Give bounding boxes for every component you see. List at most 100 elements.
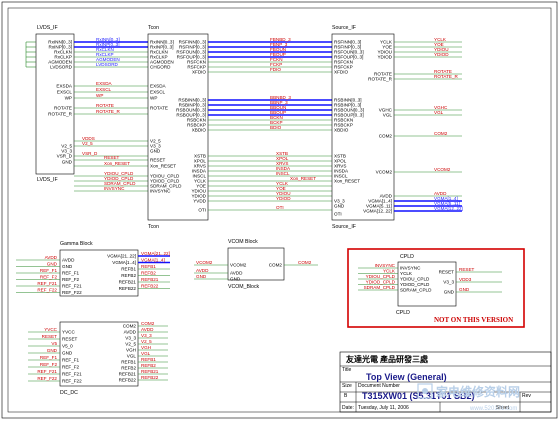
net-label: VGL [141, 351, 151, 356]
net-label: REF_F22 [37, 288, 57, 293]
title-block-sheet-label: Sheet [496, 405, 510, 411]
gamma-left-pins: AVDDAVDDGNDGNDREF_F1REF_F1REF_F2REF_F2RE… [16, 255, 82, 295]
pin-label: GND [62, 160, 73, 165]
pin-label: RSBINP[0..3] [179, 103, 206, 108]
net-label: SDRAM_CPLD [104, 181, 136, 186]
net-label: VGHC [434, 105, 448, 110]
net-label: V2_5 [141, 339, 152, 344]
pin-label: RSFCKN [187, 60, 206, 65]
pin-label: REFB22 [119, 378, 137, 383]
pin-label: YCLK [400, 271, 413, 276]
pin-label: XPOL [194, 159, 207, 164]
pin-label: RSFOUP[0..3] [177, 55, 206, 60]
net-label: INVSYNC [375, 263, 396, 268]
cpld-section[interactable]: CPLD CPLD NOT ON THIS VERSION INVSYNC INV… [347, 248, 525, 328]
net-label: EXSCL [96, 87, 112, 92]
pin-label: XFDIO [192, 70, 206, 75]
pin-label: RSBOUN[0..3] [334, 108, 364, 113]
source-if-box [331, 33, 395, 221]
pin-label: RESET [150, 158, 166, 163]
net-label: BBNP_3 [270, 100, 288, 105]
pin-label: YDIOU_CPLD [400, 277, 430, 282]
net-label: BBOUP [270, 110, 286, 115]
pin-label: XSTB [194, 154, 206, 159]
net-label: INVSYNC [104, 186, 125, 191]
watermark-text: 家电维修资料网 [436, 384, 520, 399]
pin-label: VCOM2 [230, 263, 247, 268]
net-label: V5 [51, 341, 57, 346]
pin-label: INSCL [334, 174, 348, 179]
pin-label: RSBOUP[0..3] [176, 113, 206, 118]
net-label: Xon_RESET [290, 176, 316, 181]
net-label: V3_3 [141, 333, 152, 338]
pin-label: RxINN[0..3] [150, 40, 174, 45]
net-label: YDIOU [276, 191, 291, 196]
net-label: RESET [42, 334, 58, 339]
pin-label: REFB2 [121, 273, 136, 278]
pin-label: XFDIO [334, 70, 348, 75]
pin-label: GND [444, 290, 455, 295]
pin-label: XBDIO [192, 128, 207, 133]
net-label: REF_F1 [40, 268, 58, 273]
pin-label: RESET [62, 337, 78, 342]
net-label: RESET [459, 267, 475, 272]
pin-label: VGMA[5..11] [366, 204, 392, 209]
pin-label: ROTATE [54, 106, 72, 111]
dcdc-caption: DC_DC [60, 390, 78, 396]
lvds-if-title: LVDS_IF [37, 25, 58, 31]
pin-label: REFB1 [121, 360, 136, 365]
net-label: XSTB [276, 151, 288, 156]
net-label: REF_F21 [37, 369, 57, 374]
dcdc-block[interactable]: DC_DC YVCC YVCC RESET RESET V5_0 V5 GND GND REF_… [28, 321, 168, 396]
net-label: COM2 [434, 131, 448, 136]
pin-label: XSTB [334, 154, 346, 159]
sheet-inner-border [7, 7, 552, 413]
net-label: YOE [434, 42, 444, 47]
pin-label: REFB21 [119, 372, 137, 377]
title-block-size-label: Size [342, 383, 352, 389]
pin-label: RSBCKP [334, 123, 353, 128]
net-label: BCKP [270, 120, 283, 125]
pin-label: AGMODEN [150, 60, 174, 65]
lvds-if-pins: RxINN[0..3]RxINP[0..3]RxCLKNRxCLKPAGMODE… [25, 37, 148, 192]
net-label: VGH [141, 345, 151, 350]
gamma-block[interactable]: Gamma Block AVDDAVDDGNDGNDREF_F1REF_F1RE… [16, 241, 170, 297]
net-label: RxINP[0..3] [96, 42, 120, 47]
net-label: FBNP_3 [270, 42, 288, 47]
vcom-title: VCOM Block [228, 239, 258, 245]
pin-label: GND [230, 277, 241, 282]
cpld-right-pins: RESET RESET V3_3 VDD3 GND GND [439, 267, 502, 295]
net-label: GND [459, 287, 470, 292]
pin-label: RSFINN[0..3] [334, 40, 361, 45]
pin-label: RSBOUN[0..3] [176, 108, 206, 113]
tcon-right-pins: RSFINN[0..3]RSFINP[0..3]RSFOUN[0..3]RSFO… [176, 37, 332, 213]
source-if-block[interactable]: Source_IF Source_IF RSFINN[0..3]RSFINP[0… [331, 25, 463, 230]
net-label: REF_F1 [40, 355, 58, 360]
lvds-if-block[interactable]: LVDS_IF LVDS_IF RxINN[0..3]RxINP[0..3]Rx… [25, 25, 148, 192]
tcon-block[interactable]: Tcon Tcon RxINN[0..3]RxINP[0..3]RxCLKNRx… [147, 25, 332, 230]
pin-label: YDIOD_CPLD [400, 282, 430, 287]
title-block-doc-label: Document Number [358, 383, 400, 389]
net-label: ROTATE_R [96, 109, 121, 114]
pin-label: V3_3 [150, 144, 161, 149]
title-block-company: 友達光電 產品研發三處 [345, 354, 429, 364]
pin-label: RxCLKP [150, 55, 168, 60]
pin-label: REFB1 [121, 267, 136, 272]
net-label: BBOUN [270, 105, 286, 110]
title-block-date: Tuesday, July 11, 2006 [358, 405, 409, 411]
net-label: REFB1 [141, 264, 156, 269]
net-label: XRVS [276, 161, 288, 166]
pin-label: INSDA [192, 169, 207, 174]
pin-label: REFB22 [119, 286, 137, 291]
net-label: V2_5 [82, 141, 93, 146]
net-label: COM2 [298, 260, 312, 265]
net-label: ROTATE [96, 103, 114, 108]
net-label: GND [47, 262, 58, 267]
pin-label: OTI [334, 212, 342, 217]
pin-label: ROTATE_R [368, 77, 393, 82]
pin-label: WP [150, 96, 157, 101]
net-label: EXSDA [96, 81, 113, 86]
pin-label: RSBINN[0..3] [334, 98, 362, 103]
pin-label: AVDD [62, 258, 75, 263]
vcom-block[interactable]: VCOM Block VCOM_Block VCOM2AVDDGNDVCOM2A… [194, 239, 318, 290]
